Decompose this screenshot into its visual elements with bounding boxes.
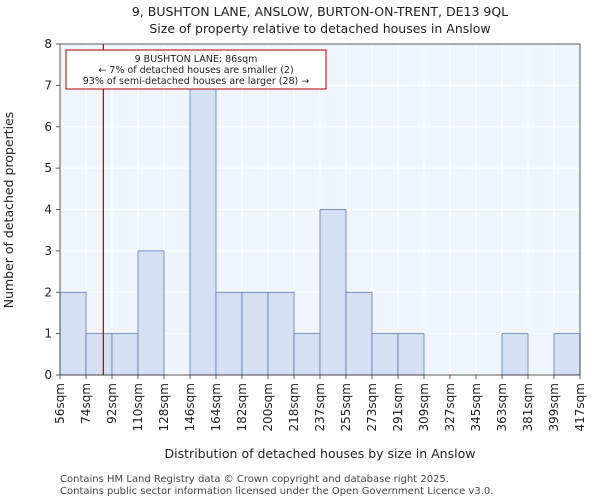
- x-tick-label-92sqm: 92sqm: [105, 383, 119, 424]
- x-tick-label-291sqm: 291sqm: [391, 383, 405, 431]
- bar-146sqm: [189, 84, 217, 376]
- y-tick-label: 8: [44, 37, 52, 51]
- x-tick-label-345sqm: 345sqm: [469, 383, 483, 431]
- x-tick-label-399sqm: 399sqm: [547, 383, 561, 431]
- annotation-line3: 93% of semi-detached houses are larger (…: [83, 76, 310, 87]
- annotation-line1: 9 BUSHTON LANE: 86sqm: [135, 54, 258, 65]
- x-axis-label: Distribution of detached houses by size …: [165, 446, 476, 461]
- bar-237sqm: [319, 209, 347, 376]
- x-tick-label-110sqm: 110sqm: [131, 383, 145, 431]
- bar-291sqm: [397, 333, 425, 376]
- x-tick-label-164sqm: 164sqm: [209, 383, 223, 431]
- chart-title-line2: Size of property relative to detached ho…: [149, 21, 490, 36]
- y-tick-label: 7: [44, 78, 52, 92]
- bar-92sqm: [111, 333, 139, 376]
- x-tick-label-128sqm: 128sqm: [157, 383, 171, 431]
- bar-74sqm: [85, 333, 113, 376]
- axis-layer: 0 1 2 3 4 5 6 7 8 56sqm 74sqm 92sqm 110sqm 128sqm 146s…: [44, 37, 587, 431]
- y-tick-label: 1: [44, 327, 52, 341]
- bar-399sqm: [553, 333, 581, 376]
- annotation-box: [65, 49, 327, 90]
- x-tick-label-200sqm: 200sqm: [261, 383, 275, 431]
- bar-255sqm: [345, 291, 373, 376]
- bar-200sqm: [267, 291, 295, 376]
- y-axis-label: Number of detached properties: [1, 112, 16, 309]
- y-tick-label: 6: [44, 120, 52, 134]
- x-tick-label-381sqm: 381sqm: [521, 383, 535, 431]
- bar-363sqm: [501, 333, 529, 376]
- chart-title-line1: 9, BUSHTON LANE, ANSLOW, BURTON-ON-TRENT…: [132, 4, 508, 19]
- x-tick-label-237sqm: 237sqm: [313, 383, 327, 431]
- footer-line2: Contains public sector information licen…: [60, 486, 493, 497]
- x-tick-label-255sqm: 255sqm: [339, 383, 353, 431]
- bar-56sqm: [59, 291, 87, 376]
- footer-line1: Contains HM Land Registry data © Crown c…: [60, 474, 449, 485]
- y-tick-label: 5: [44, 161, 52, 175]
- x-tick-label-218sqm: 218sqm: [287, 383, 301, 431]
- x-tick-label-56sqm: 56sqm: [53, 383, 67, 424]
- bar-273sqm: [371, 333, 399, 376]
- bar-layer: [59, 84, 581, 376]
- y-tick-label: 2: [44, 285, 52, 299]
- bar-110sqm: [137, 250, 165, 376]
- y-tick-label: 3: [44, 244, 52, 258]
- y-tick-label: 4: [44, 203, 52, 217]
- x-tick-label-417sqm: 417sqm: [573, 383, 587, 431]
- bar-164sqm: [215, 291, 243, 376]
- x-tick-label-309sqm: 309sqm: [417, 383, 431, 431]
- marker-layer: 9 BUSHTON LANE: 86sqm← 7% of detached ho…: [65, 44, 327, 375]
- x-tick-label-327sqm: 327sqm: [443, 383, 457, 431]
- y-tick-label: 0: [44, 368, 52, 382]
- x-tick-label-182sqm: 182sqm: [235, 383, 249, 431]
- x-tick-label-273sqm: 273sqm: [365, 383, 379, 431]
- annotation-line2: ← 7% of detached houses are smaller (2): [98, 65, 293, 76]
- bar-182sqm: [241, 291, 269, 376]
- x-tick-label-146sqm: 146sqm: [183, 383, 197, 431]
- x-tick-label-74sqm: 74sqm: [79, 383, 93, 424]
- x-tick-label-363sqm: 363sqm: [495, 383, 509, 431]
- bar-218sqm: [293, 333, 321, 376]
